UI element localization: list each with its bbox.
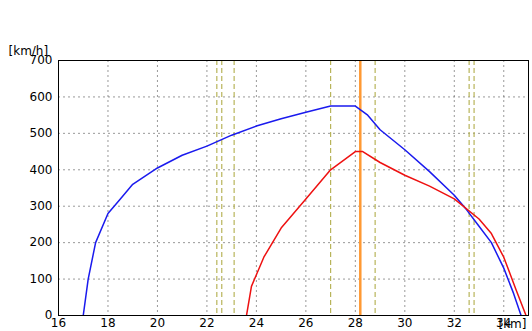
svg-text:22: 22 xyxy=(199,316,214,330)
svg-text:700: 700 xyxy=(29,53,53,68)
svg-text:16: 16 xyxy=(51,316,66,330)
svg-text:30: 30 xyxy=(397,316,412,330)
svg-text:26: 26 xyxy=(298,316,313,330)
svg-text:20: 20 xyxy=(150,316,165,330)
svg-text:0: 0 xyxy=(44,308,53,323)
svg-text:24: 24 xyxy=(249,316,264,330)
svg-text:[km/h]: [km/h] xyxy=(9,44,49,58)
svg-text:500: 500 xyxy=(30,126,53,140)
svg-text:28: 28 xyxy=(348,316,363,330)
svg-text:300: 300 xyxy=(30,199,53,213)
svg-text:32: 32 xyxy=(447,316,462,330)
svg-text:400: 400 xyxy=(30,163,53,177)
svg-text:100: 100 xyxy=(30,272,53,286)
svg-text:200: 200 xyxy=(30,235,53,249)
svg-text:[km]: [km] xyxy=(498,317,526,331)
svg-text:18: 18 xyxy=(100,316,115,330)
svg-text:600: 600 xyxy=(30,90,53,104)
